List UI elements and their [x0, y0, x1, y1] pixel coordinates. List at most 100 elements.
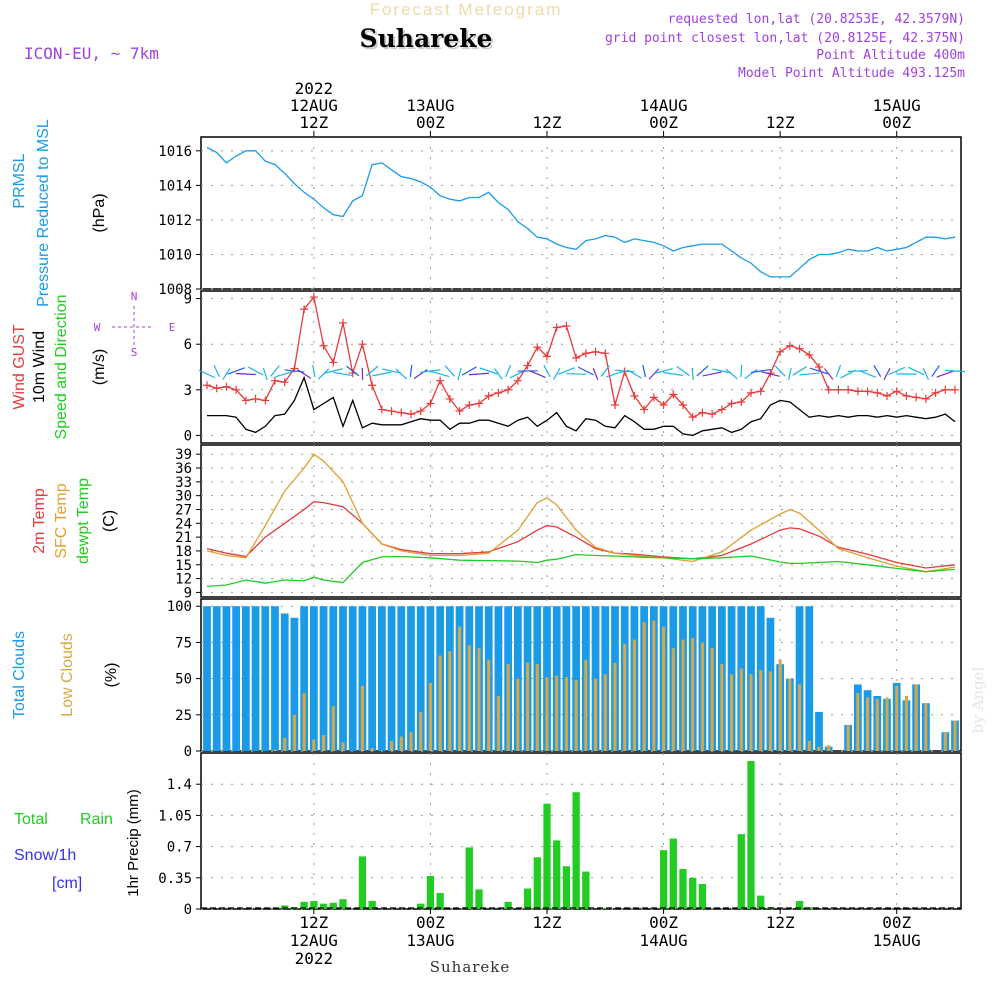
gust-marker — [659, 401, 668, 409]
pressure-unit: (hPa) — [91, 193, 108, 232]
wind-arrow — [600, 365, 610, 377]
low-cloud-bar — [710, 648, 714, 751]
low-cloud-bar — [924, 703, 928, 751]
low-cloud-bar — [914, 684, 918, 751]
gust-marker — [484, 391, 493, 400]
clouds-ytick-label: 25 — [175, 708, 192, 724]
low-cloud-bar — [749, 674, 753, 751]
wind-speed-line — [207, 375, 956, 437]
rain-bar — [368, 900, 376, 909]
wind-arrow — [614, 369, 635, 373]
gust-marker — [630, 391, 639, 400]
wind-arrow — [740, 364, 743, 378]
gust-marker — [445, 394, 454, 403]
wind-arrow — [420, 369, 441, 373]
low-cloud-bar — [496, 695, 500, 751]
low-cloud-bar — [564, 677, 568, 751]
wind-arrow — [552, 368, 561, 380]
total-cloud-bar — [377, 606, 386, 751]
wind-arrow — [323, 368, 343, 374]
rain-bar — [533, 857, 541, 909]
low-cloud-bar — [409, 732, 413, 751]
rain-bar — [300, 901, 308, 909]
gust-marker — [300, 305, 309, 314]
gust-marker — [475, 399, 483, 408]
low-cloud-bar — [506, 664, 510, 751]
header: Forecast Meteogram Suhareke Suhareke ICO… — [24, 0, 965, 81]
low-cloud-bar — [904, 695, 908, 751]
wind-arrow — [799, 372, 820, 376]
point-altitude: Point Altitude 400m — [816, 48, 965, 63]
wind-arrow — [691, 367, 694, 381]
gust-marker — [601, 349, 610, 358]
pressure-frame — [200, 136, 962, 290]
top-tick-label: 00Z — [649, 113, 678, 132]
temperature-ytick-label: 9 — [184, 585, 192, 601]
gust-marker — [533, 343, 542, 352]
rain-bar — [339, 899, 347, 909]
watermark: by Angel — [969, 666, 987, 733]
gust-marker — [309, 293, 318, 302]
gust-marker — [436, 376, 445, 385]
wind-arrow — [566, 373, 587, 375]
panels: 1008 1010 1012 1014 1016 PRMSL Pressure Reduce… — [11, 119, 965, 918]
top-tick-label: 2022 — [295, 79, 334, 98]
gust-marker — [339, 318, 347, 327]
bottom-tick-label: 2022 — [295, 949, 334, 968]
wind-arrow — [461, 366, 477, 376]
wind-arrow — [606, 370, 624, 378]
gust-marker — [805, 350, 814, 359]
low-cloud-bar — [953, 720, 957, 751]
gust-marker — [756, 387, 765, 396]
wind-arrow — [908, 366, 925, 376]
total-cloud-bar — [387, 606, 396, 751]
gust-marker — [222, 382, 231, 391]
wind-arrow — [479, 367, 498, 375]
low-cloud-bar — [438, 655, 442, 751]
temperature-ytick-label: 12 — [175, 572, 192, 588]
total-cloud-bar — [494, 606, 503, 751]
top-tick-label: 12Z — [299, 113, 328, 132]
wind-arrow — [676, 365, 690, 377]
low-cloud-bar — [778, 659, 782, 751]
gust-marker — [649, 393, 658, 402]
rain-bar — [319, 903, 328, 909]
wind-arrow — [761, 371, 780, 377]
wind-frame — [200, 290, 962, 444]
total-cloud-bar — [329, 606, 338, 751]
pressure-ytick-label: 1008 — [158, 282, 192, 298]
gust-marker — [280, 378, 289, 387]
wind-ytick-label: 0 — [184, 428, 192, 444]
gust-marker — [232, 385, 241, 394]
low-cloud-bar — [798, 684, 802, 751]
total-cloud-bar — [261, 606, 270, 751]
low-cloud-bar — [652, 620, 656, 751]
bottom-tick-label: 00Z — [416, 913, 445, 932]
wind-arrow — [809, 367, 829, 375]
gust-line — [206, 295, 955, 419]
low-cloud-bar — [428, 682, 432, 751]
model-name: ICON-EU, ~ 7km — [24, 44, 159, 63]
wind-arrow — [528, 370, 546, 378]
total-cloud-bar — [271, 606, 279, 751]
top-tick-label: 12Z — [766, 113, 795, 132]
gust-marker — [552, 323, 561, 332]
total-cloud-bar — [348, 606, 357, 751]
total-cloud-bar — [339, 606, 347, 751]
low-cloud-bar — [856, 693, 860, 751]
wind-arrow — [788, 367, 792, 381]
temp-line-1 — [206, 453, 956, 573]
gust-marker — [717, 405, 726, 414]
gust-marker — [212, 384, 221, 393]
low-cloud-bar — [943, 732, 947, 751]
rain-bar — [698, 884, 707, 909]
gust-marker — [465, 401, 474, 409]
low-cloud-bar — [759, 669, 763, 751]
rain-bar — [329, 902, 337, 909]
precip-ytick-label: 0.35 — [158, 871, 192, 887]
total-cloud-bar — [241, 606, 250, 751]
gust-marker — [698, 408, 707, 417]
clouds-ytick-label: 0 — [184, 744, 192, 760]
precip-ytick-label: 1.05 — [158, 808, 192, 824]
bottom-tick-label: 12Z — [533, 913, 562, 932]
